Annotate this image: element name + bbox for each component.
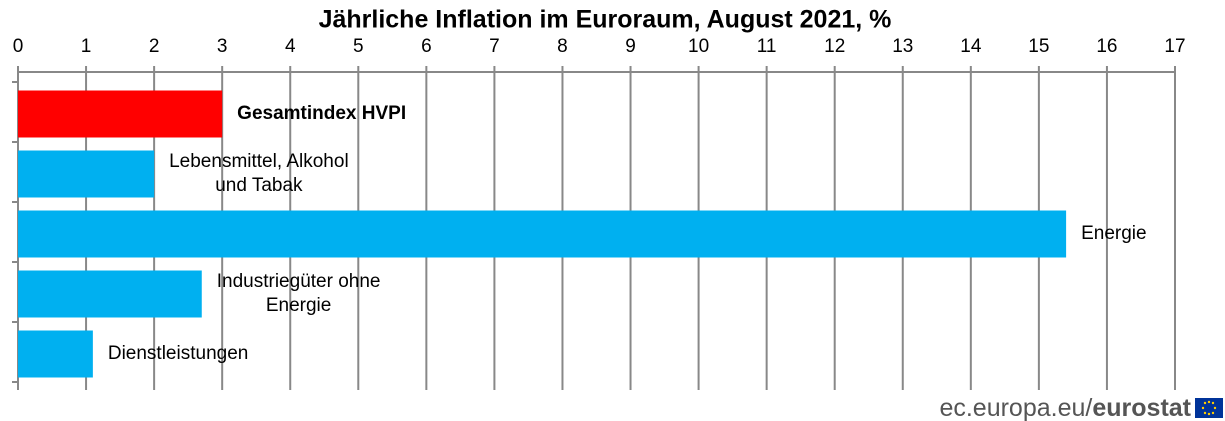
- x-tick-label: 5: [353, 36, 364, 57]
- bar: [18, 270, 202, 318]
- x-tick-label: 15: [1028, 36, 1049, 57]
- bar: [18, 330, 93, 378]
- category-label: Energie: [1081, 223, 1147, 244]
- footer: ec.europa.eu/eurostat: [939, 394, 1191, 421]
- bar: [18, 90, 223, 138]
- x-tick-label: 13: [892, 36, 913, 57]
- x-tick-label: 11: [757, 36, 777, 57]
- chart-title: Jährliche Inflation im Euroraum, August …: [319, 6, 892, 34]
- x-tick-label: 10: [688, 36, 709, 57]
- x-tick-label: 12: [824, 36, 845, 57]
- x-tick-label: 7: [489, 36, 500, 57]
- source: ec.europa.eu/: [939, 394, 1093, 421]
- x-tick-label: 14: [960, 36, 982, 57]
- x-tick-label: 17: [1164, 36, 1185, 57]
- x-tick-label: 0: [13, 36, 24, 57]
- category-label: Lebensmittel, Alkohol und Tabak: [169, 151, 349, 196]
- x-tick-label: 4: [285, 36, 296, 57]
- x-tick-label: 8: [557, 36, 568, 57]
- category-label: Dienstleistungen: [107, 343, 249, 364]
- x-tick-label: 3: [217, 36, 228, 57]
- x-tick-label: 6: [421, 36, 432, 57]
- x-tick-label: 9: [625, 36, 636, 57]
- eu-flag: [1195, 398, 1223, 418]
- brand: eurostat: [1092, 394, 1191, 421]
- bar: [18, 210, 1067, 258]
- category-label: Gesamtindex HVPI: [237, 103, 407, 124]
- bar: [18, 150, 155, 198]
- category-label: Industriegüter ohne Energie: [216, 271, 381, 316]
- x-tick-label: 2: [149, 36, 160, 57]
- x-tick-label: 16: [1096, 36, 1117, 57]
- x-tick-label: 1: [81, 36, 92, 57]
